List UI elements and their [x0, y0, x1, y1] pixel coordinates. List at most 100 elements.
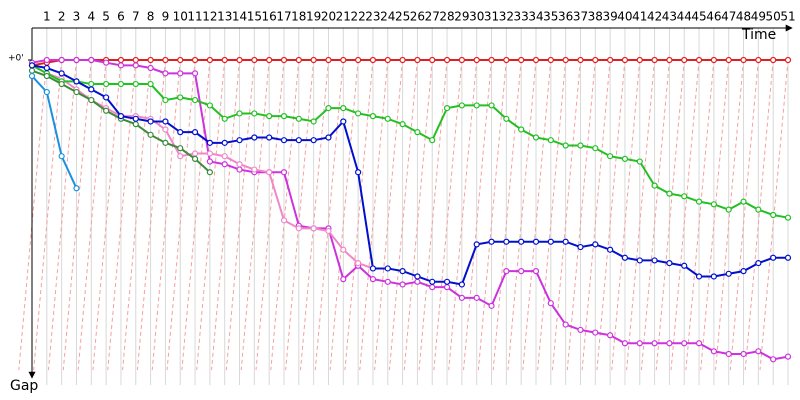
data-point [369, 56, 377, 64]
data-point [740, 198, 747, 205]
data-point [725, 350, 732, 358]
lap-guide [285, 59, 315, 371]
data-point [103, 80, 110, 88]
data-point [607, 332, 614, 339]
lap-guide [181, 59, 211, 371]
x-tick-label: 21 [336, 10, 351, 24]
x-tick-label: 15 [247, 10, 262, 24]
data-point [755, 348, 762, 355]
x-tick-label: 23 [365, 10, 380, 24]
lap-guide [374, 59, 404, 371]
data-point [132, 56, 139, 64]
data-point [355, 169, 362, 176]
data-point [340, 56, 347, 64]
data-point [177, 145, 184, 152]
lap-guide [729, 59, 759, 371]
data-point [191, 56, 199, 64]
data-point [43, 72, 50, 80]
lap-guide [492, 59, 522, 371]
data-point [503, 56, 510, 64]
data-point [562, 142, 569, 149]
x-tick-label: 45 [691, 10, 706, 24]
data-point [73, 78, 80, 85]
lap-guide [107, 59, 137, 371]
data-point [592, 241, 599, 248]
data-point [710, 273, 717, 280]
data-point [666, 340, 673, 347]
data-point [473, 56, 480, 64]
data-point [740, 268, 747, 275]
x-tick-label: 50 [766, 10, 781, 24]
x-tick-label: 14 [232, 10, 247, 24]
data-point [325, 56, 332, 64]
data-point [784, 254, 792, 261]
data-point [191, 70, 199, 77]
lap-guide [359, 59, 389, 371]
data-point [503, 115, 510, 122]
lap-guide [122, 59, 152, 371]
data-point [295, 225, 302, 232]
data-point [191, 129, 199, 136]
data-point [429, 278, 436, 285]
data-point [651, 257, 658, 264]
x-tick-label: 33 [514, 10, 529, 24]
data-point [221, 115, 228, 122]
x-tick-label: 3 [73, 10, 81, 24]
data-point [458, 281, 465, 288]
data-point [103, 59, 110, 66]
data-point [221, 153, 228, 160]
data-point [73, 88, 80, 96]
x-tick-label: 32 [499, 10, 514, 24]
data-point [103, 94, 110, 101]
lap-guide [166, 59, 196, 371]
data-point [725, 270, 732, 277]
data-point [770, 356, 777, 363]
data-point [651, 340, 658, 347]
x-tick-label: 46 [706, 10, 721, 24]
data-point [117, 113, 125, 120]
data-point [547, 137, 554, 144]
data-point [636, 340, 643, 347]
data-point [147, 56, 154, 64]
data-point [414, 278, 421, 285]
data-point [340, 246, 347, 253]
data-point [103, 107, 110, 114]
data-point [518, 268, 525, 275]
lap-guide [418, 59, 448, 371]
x-tick-label: 1 [43, 10, 51, 24]
data-point [340, 105, 347, 112]
x-tick-label: 48 [736, 10, 751, 24]
x-tick-label: 10 [173, 10, 188, 24]
lap-guide [463, 59, 493, 371]
x-tick-label: 25 [395, 10, 410, 24]
data-point [429, 56, 436, 64]
x-tick-label: 34 [528, 10, 543, 24]
data-point [310, 137, 317, 144]
data-point [58, 80, 65, 88]
data-point [221, 139, 228, 146]
x-tick-label: 18 [291, 10, 306, 24]
data-point [236, 166, 243, 173]
x-tick-label: 7 [132, 10, 140, 24]
lap-guide [33, 59, 63, 371]
x-tick-label: 27 [425, 10, 440, 24]
data-point [177, 153, 184, 160]
data-point [132, 121, 139, 128]
data-point [784, 353, 792, 360]
data-point [191, 96, 199, 104]
data-point [162, 126, 169, 133]
data-point [458, 294, 465, 301]
lap-guide [403, 59, 433, 371]
data-point [547, 238, 554, 245]
data-point [695, 273, 703, 280]
data-point [621, 340, 629, 347]
data-point [162, 139, 169, 146]
data-point [399, 56, 406, 64]
data-point [206, 169, 213, 176]
data-point [251, 110, 258, 117]
data-point [280, 56, 288, 64]
data-point [236, 110, 243, 117]
data-point [443, 56, 451, 64]
